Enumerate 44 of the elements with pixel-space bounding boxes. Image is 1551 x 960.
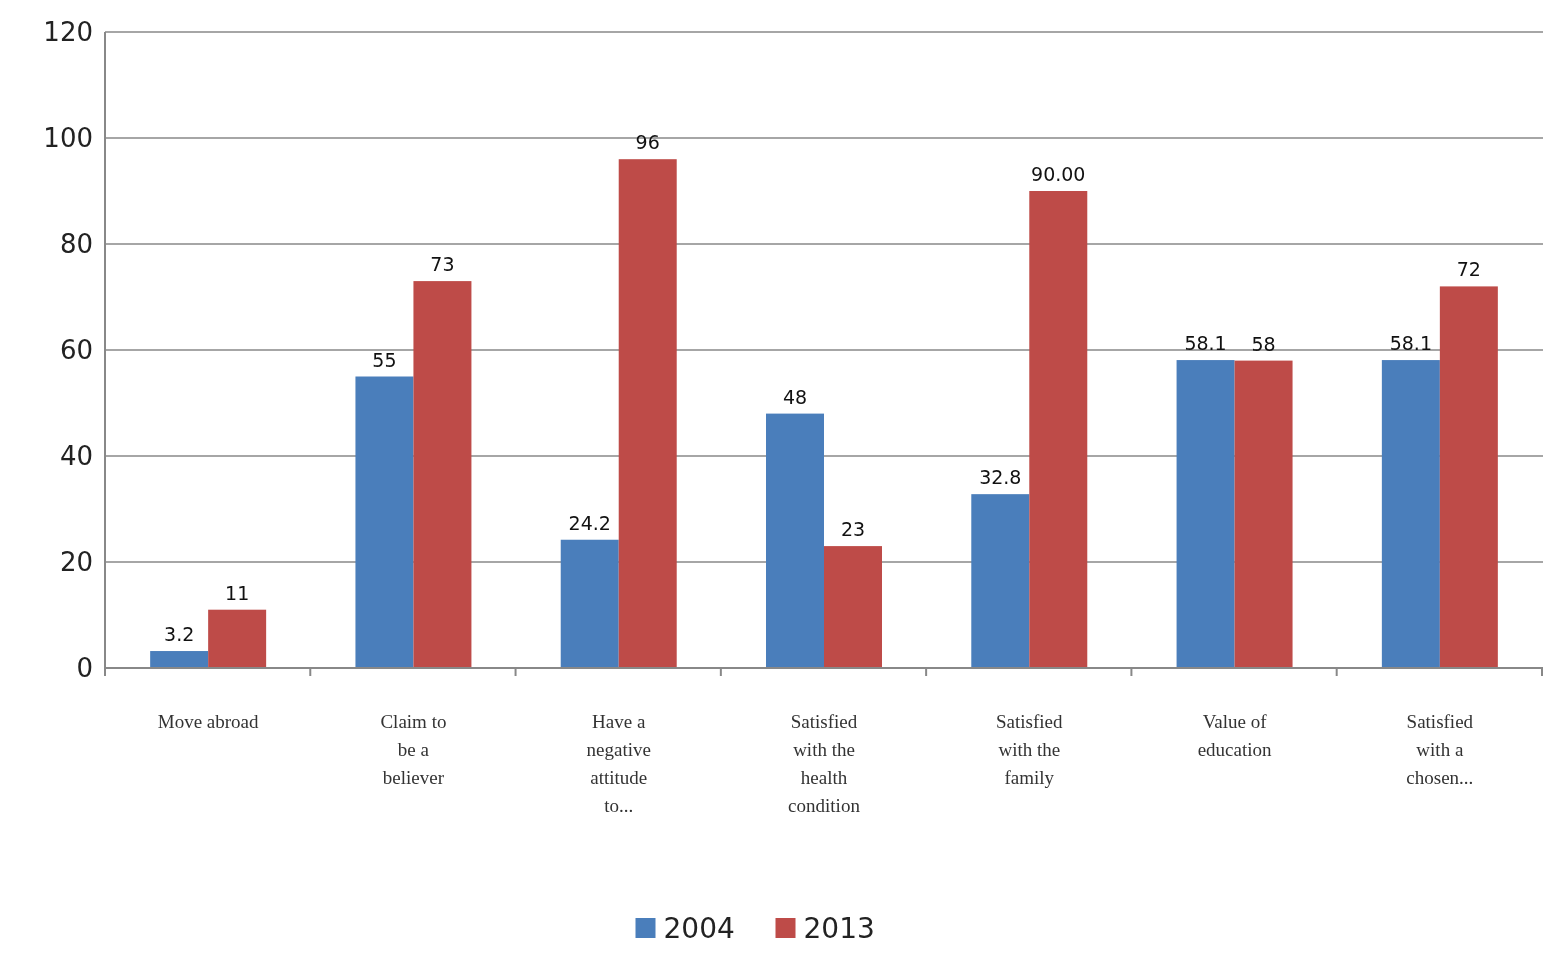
data-label: 90.00 bbox=[1031, 163, 1086, 185]
data-label: 11 bbox=[225, 581, 250, 604]
bar bbox=[1176, 360, 1235, 668]
data-label: 58.1 bbox=[1389, 332, 1433, 355]
x-tick-label: Value of education bbox=[1197, 711, 1272, 760]
bar bbox=[1439, 286, 1498, 668]
y-tick-label: 100 bbox=[43, 123, 93, 154]
bar bbox=[766, 413, 824, 668]
data-label: 23 bbox=[840, 518, 866, 541]
x-tick-label: Satisfied with a chosen... bbox=[1406, 711, 1474, 788]
data-label: 24.2 bbox=[568, 511, 611, 534]
legend-label: 2013 bbox=[803, 912, 875, 945]
data-label: 55 bbox=[372, 348, 397, 371]
bar bbox=[1029, 191, 1088, 668]
data-label: 3.2 bbox=[164, 623, 195, 646]
bar bbox=[1381, 360, 1440, 668]
y-tick-label: 20 bbox=[59, 547, 93, 578]
data-label: 96 bbox=[635, 131, 660, 154]
data-label: 58 bbox=[1251, 332, 1276, 355]
data-label: 48 bbox=[782, 385, 808, 408]
bar bbox=[208, 609, 267, 668]
y-tick-label: 0 bbox=[76, 653, 93, 684]
y-tick-label: 60 bbox=[59, 335, 93, 366]
y-tick-label: 40 bbox=[59, 441, 93, 472]
bar bbox=[150, 651, 209, 668]
bar bbox=[355, 376, 414, 668]
bar bbox=[971, 494, 1030, 668]
bar bbox=[413, 281, 472, 668]
y-tick-label: 80 bbox=[59, 229, 93, 260]
x-tick-label: Move abroad bbox=[157, 711, 260, 732]
legend-label: 2004 bbox=[663, 912, 735, 945]
x-tick-label: Satisfied with the health condition bbox=[788, 711, 861, 816]
x-tick-label: Have a negative attitude to... bbox=[586, 711, 651, 816]
data-label: 72 bbox=[1456, 258, 1481, 281]
bar bbox=[824, 546, 882, 668]
data-label: 73 bbox=[430, 253, 455, 276]
y-tick-label: 120 bbox=[43, 17, 93, 48]
data-label: 58.1 bbox=[1184, 332, 1227, 355]
bar bbox=[618, 159, 677, 668]
data-label: 32.8 bbox=[979, 466, 1022, 489]
bar bbox=[560, 539, 619, 668]
x-tick-label: Claim to be a believer bbox=[380, 711, 447, 788]
bar bbox=[1234, 360, 1293, 668]
x-tick-label: Satisfied with the family bbox=[996, 711, 1064, 788]
